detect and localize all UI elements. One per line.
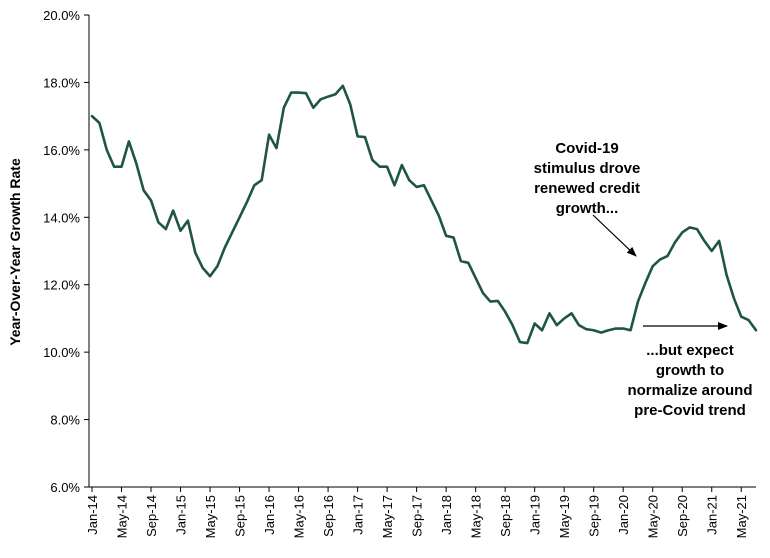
x-tick-label: Sep-15 [233, 495, 248, 537]
x-tick-label: Jan-21 [705, 495, 720, 535]
x-tick-labels: Jan-14 May-14 Sep-14 Jan-15 May-15 Sep-15 Jan-… [85, 487, 749, 538]
x-tick-label: Sep-18 [498, 495, 513, 537]
annotation-normalize-text: pre-Covid trend [634, 402, 746, 419]
y-tick-label: 12.0% [43, 278, 80, 293]
y-tick-label: 10.0% [43, 345, 80, 360]
y-tick-labels: 6.0% 8.0% 10.0% 12.0% 14.0% 16.0% 18.0% 20.0% [43, 8, 89, 495]
annotation-covid-arrow [592, 214, 637, 257]
y-tick-label: 6.0% [50, 480, 80, 495]
x-tick-label: May-17 [380, 495, 395, 538]
x-tick-label: May-16 [292, 495, 307, 538]
x-tick-label: May-15 [203, 495, 218, 538]
x-tick-label: Jan-16 [262, 495, 277, 535]
y-tick-label: 8.0% [50, 413, 80, 428]
y-tick-label: 14.0% [43, 210, 80, 225]
annotation-normalize-text: ...but expect [646, 342, 734, 359]
x-tick-label: Jan-17 [351, 495, 366, 535]
x-tick-label: Sep-17 [410, 495, 425, 537]
x-tick-label: Sep-16 [321, 495, 336, 537]
x-tick-label: Jan-18 [439, 495, 454, 535]
y-tick-label: 16.0% [43, 143, 80, 158]
y-axis-title: Year-Over-Year Growth Rate [7, 158, 23, 346]
annotation-normalize-text: growth to [656, 362, 724, 379]
series-group [90, 84, 758, 345]
x-tick-label: Jan-19 [528, 495, 543, 535]
annotation-covid-text: renewed credit [534, 180, 640, 197]
x-tick-label: Sep-14 [144, 495, 159, 537]
y-tick-label: 18.0% [43, 75, 80, 90]
x-tick-label: May-19 [557, 495, 572, 538]
y-tick-label: 20.0% [43, 8, 80, 23]
annotation-covid-text: growth... [556, 200, 619, 217]
x-tick-label: May-14 [115, 495, 130, 538]
x-tick-label: Jan-14 [85, 495, 100, 535]
annotations: Covid-19 stimulus drove renewed credit grow… [534, 140, 753, 419]
annotation-covid-text: Covid-19 [555, 140, 618, 157]
axes [88, 15, 756, 488]
x-tick-label: May-18 [469, 495, 484, 538]
series-line [90, 84, 758, 345]
x-tick-label: Sep-19 [587, 495, 602, 537]
x-tick-label: Sep-20 [675, 495, 690, 537]
x-tick-label: Jan-15 [174, 495, 189, 535]
x-tick-label: May-20 [646, 495, 661, 538]
x-tick-label: May-21 [734, 495, 749, 538]
annotation-covid-text: stimulus drove [534, 160, 641, 177]
x-tick-label: Jan-20 [616, 495, 631, 535]
annotation-normalize-text: normalize around [627, 382, 752, 399]
